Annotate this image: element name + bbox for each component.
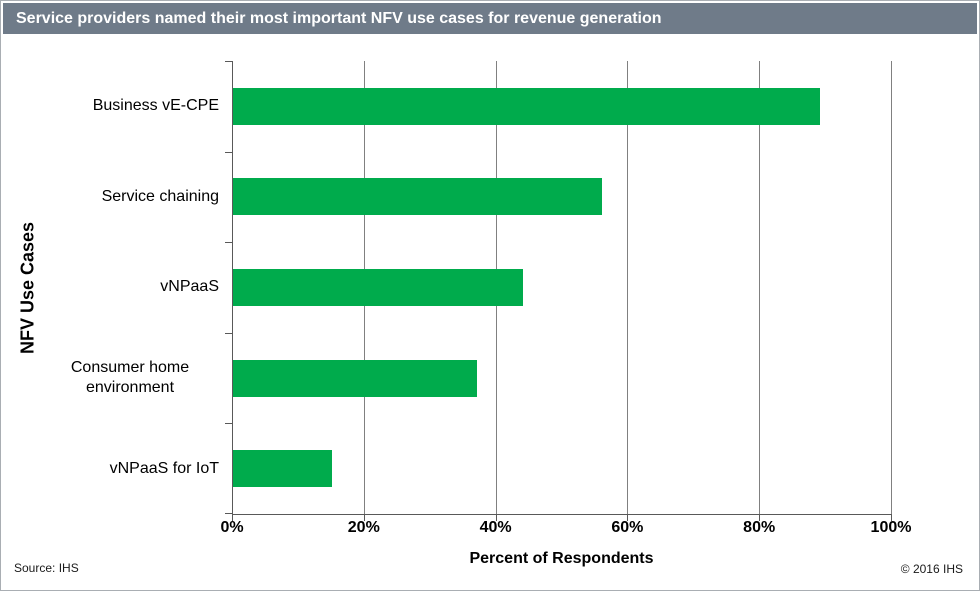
y-axis-tick	[225, 513, 233, 514]
x-axis-tick	[759, 514, 761, 521]
x-axis-title: Percent of Respondents	[469, 550, 654, 567]
category-label-text: vNPaaS for IoT	[109, 459, 219, 477]
x-tick-label: 20%	[347, 519, 380, 536]
bar	[233, 450, 332, 488]
x-tick-label: 60%	[611, 519, 644, 536]
x-axis-tick	[232, 514, 233, 521]
chart-title: Service providers named their most impor…	[3, 3, 977, 34]
bar	[233, 178, 603, 216]
category-label-text: vNPaaS	[160, 278, 219, 296]
category-label: vNPaaS	[41, 242, 219, 333]
category-label: Service chaining	[41, 152, 219, 243]
x-axis-tick	[891, 514, 892, 521]
source-text: Source: IHS	[14, 561, 79, 575]
x-axis-tick	[495, 514, 497, 521]
x-tick-label: 40%	[479, 519, 512, 536]
x-tick-labels-row: 0% 20% 40% 60% 80% 100%	[220, 519, 911, 541]
gridline-100	[891, 61, 892, 514]
category-label: vNPaaS for IoT	[41, 423, 219, 514]
bar	[233, 359, 477, 397]
gridline-60	[627, 61, 629, 514]
x-axis-tick	[363, 514, 365, 521]
category-label: Consumer home environment	[41, 333, 219, 424]
bar	[233, 269, 523, 306]
bar	[233, 87, 820, 125]
y-axis-tick	[225, 151, 233, 153]
x-axis-tick	[627, 514, 629, 521]
copyright-text: © 2016 IHS	[900, 562, 963, 576]
y-axis-title: NFV Use Cases	[17, 221, 38, 354]
y-axis-tick	[225, 242, 233, 244]
y-axis-tick	[225, 332, 233, 334]
y-axis-tick	[225, 423, 233, 425]
x-tick-label: 0%	[220, 519, 244, 536]
category-label-text: Consumer home environment	[70, 359, 190, 397]
category-label-text: Service chaining	[101, 187, 219, 205]
gridline-80	[759, 61, 761, 514]
x-tick-label: 80%	[743, 519, 776, 536]
category-labels-column: Business vE-CPE Service chaining vNPaaS Con…	[41, 61, 219, 514]
category-label-text: Business vE-CPE	[92, 97, 219, 115]
y-axis-tick	[225, 61, 233, 62]
plot-area	[225, 61, 892, 521]
category-label: Business vE-CPE	[41, 61, 219, 152]
x-tick-label: 100%	[870, 519, 912, 536]
